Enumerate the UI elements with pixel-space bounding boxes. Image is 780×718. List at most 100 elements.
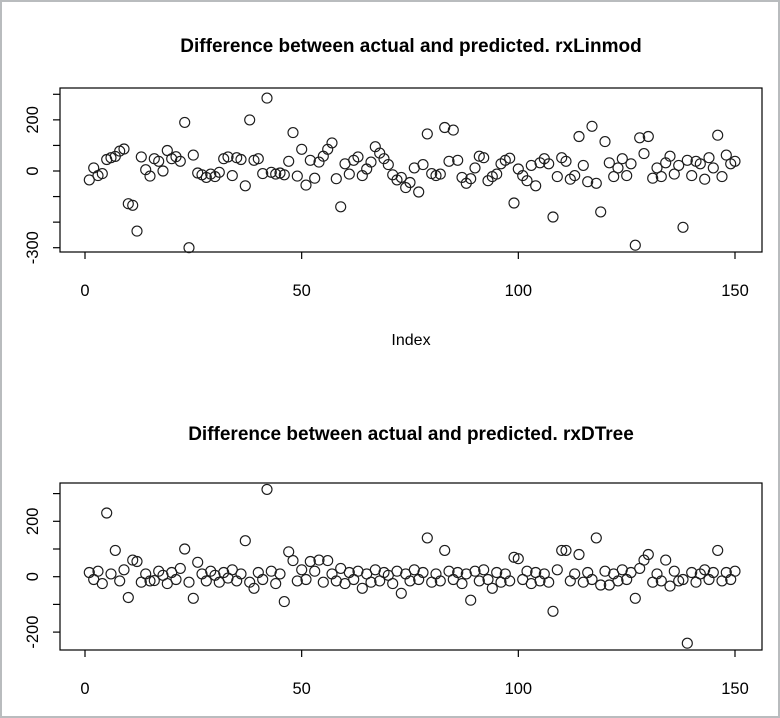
- svg-text:100: 100: [505, 680, 533, 698]
- data-point: [638, 148, 650, 160]
- data-point: [404, 575, 416, 587]
- data-point: [465, 173, 477, 185]
- data-point: [101, 507, 113, 519]
- data-point: [261, 483, 273, 495]
- data-point: [660, 554, 672, 566]
- data-point: [413, 186, 425, 198]
- data-point: [651, 162, 663, 174]
- data-point: [96, 168, 108, 180]
- data-point: [222, 151, 234, 163]
- data-point: [447, 124, 459, 136]
- data-point: [543, 158, 555, 170]
- data-point: [677, 221, 689, 233]
- data-point: [694, 158, 706, 170]
- data-point: [83, 174, 95, 186]
- data-point: [365, 576, 377, 588]
- data-point: [465, 594, 477, 606]
- data-point: [508, 197, 520, 209]
- data-point: [122, 591, 134, 604]
- data-point: [109, 544, 121, 556]
- data-point: [712, 129, 724, 141]
- data-point: [664, 580, 676, 592]
- data-point: [270, 578, 282, 590]
- data-point: [642, 130, 654, 143]
- data-point: [153, 155, 165, 167]
- data-point: [543, 576, 555, 588]
- data-point: [673, 159, 685, 171]
- chart-title-rxlinmod: Difference between actual and predicted.…: [180, 36, 642, 57]
- data-point: [647, 172, 659, 184]
- data-point: [729, 565, 741, 577]
- data-point: [569, 170, 581, 182]
- data-point: [291, 170, 303, 182]
- data-point: [153, 565, 165, 577]
- data-point: [439, 544, 451, 556]
- data-point: [326, 137, 338, 149]
- data-point: [634, 132, 646, 144]
- data-point: [148, 575, 160, 587]
- data-point: [213, 166, 225, 178]
- data-point: [395, 587, 407, 599]
- data-point: [551, 171, 563, 183]
- data-point: [105, 152, 117, 164]
- data-point: [313, 554, 325, 566]
- data-point: [638, 554, 650, 566]
- data-point: [317, 576, 329, 588]
- data-point: [235, 153, 247, 166]
- data-point: [478, 152, 490, 164]
- data-point: [608, 171, 620, 183]
- data-point: [590, 532, 602, 544]
- data-point: [226, 170, 238, 182]
- data-point: [252, 153, 264, 165]
- data-point: [183, 242, 195, 254]
- data-point: [521, 565, 533, 577]
- data-point: [595, 206, 607, 218]
- data-point: [612, 575, 624, 587]
- svg-text:0: 0: [24, 166, 42, 175]
- svg-text:-300: -300: [24, 231, 42, 264]
- data-point: [456, 578, 468, 590]
- data-point: [564, 173, 576, 185]
- data-point: [595, 579, 607, 591]
- data-point: [469, 565, 481, 577]
- data-point: [283, 155, 295, 167]
- data-point: [551, 564, 563, 576]
- data-point: [504, 152, 516, 164]
- data-point: [560, 544, 572, 556]
- data-point: [473, 150, 485, 162]
- data-point: [131, 555, 143, 568]
- data-point: [612, 162, 624, 174]
- data-point: [473, 575, 485, 587]
- data-point: [118, 564, 130, 576]
- data-point: [560, 155, 572, 167]
- data-point: [135, 151, 147, 163]
- data-point: [434, 575, 446, 587]
- data-point: [378, 153, 390, 165]
- svg-text:200: 200: [24, 508, 42, 536]
- data-point: [482, 175, 494, 187]
- data-point: [456, 171, 468, 183]
- svg-text:-200: -200: [24, 616, 42, 649]
- data-point: [335, 201, 347, 213]
- data-point: [491, 566, 503, 579]
- svg-text:0: 0: [80, 680, 89, 698]
- data-point: [707, 162, 719, 174]
- data-point: [504, 575, 516, 587]
- data-point: [300, 573, 312, 586]
- data-point: [278, 596, 290, 608]
- data-point: [603, 157, 615, 169]
- data-point: [291, 575, 303, 587]
- data-point: [434, 168, 446, 180]
- data-point: [729, 155, 741, 167]
- data-point: [681, 154, 693, 166]
- data-point: [452, 154, 464, 166]
- data-point: [586, 120, 598, 132]
- data-point: [590, 177, 602, 189]
- data-point: [261, 92, 273, 104]
- data-point: [547, 605, 559, 617]
- data-point: [179, 543, 191, 555]
- data-point: [252, 566, 264, 579]
- data-point: [616, 153, 628, 165]
